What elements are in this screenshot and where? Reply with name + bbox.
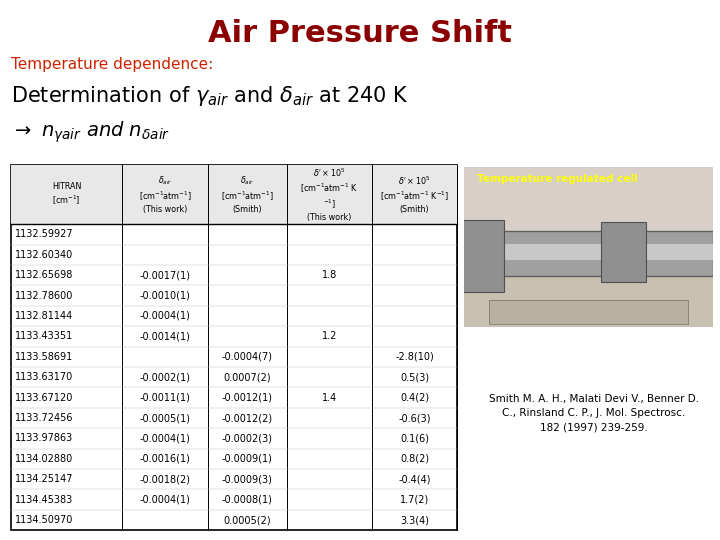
Text: 1.8: 1.8: [322, 270, 337, 280]
Text: 0.0005(2): 0.0005(2): [223, 515, 271, 525]
Text: -0.0004(1): -0.0004(1): [140, 434, 191, 443]
Text: -0.0016(1): -0.0016(1): [140, 454, 191, 464]
Bar: [11, 265, 457, 285]
Text: -0.6(3): -0.6(3): [398, 413, 431, 423]
Text: 3.3(4): 3.3(4): [400, 515, 429, 525]
Text: -0.0011(1): -0.0011(1): [140, 393, 191, 403]
Bar: [459, 220, 504, 292]
Bar: [11, 408, 457, 428]
Text: 1133.43351: 1133.43351: [15, 332, 73, 341]
Text: 1133.58691: 1133.58691: [15, 352, 73, 362]
Text: 1.2: 1.2: [322, 332, 337, 341]
Text: -0.0002(3): -0.0002(3): [222, 434, 273, 443]
Bar: [490, 300, 688, 323]
Bar: [11, 165, 457, 224]
Bar: [11, 306, 457, 326]
Text: 1132.60340: 1132.60340: [15, 249, 73, 260]
Bar: [464, 231, 713, 276]
Text: $\delta_{air}$
[cm$^{-1}$atm$^{-1}$]
(Smith): $\delta_{air}$ [cm$^{-1}$atm$^{-1}$] (Sm…: [221, 174, 274, 214]
Text: 1134.25147: 1134.25147: [15, 474, 73, 484]
Bar: [11, 224, 457, 245]
Text: -0.0004(1): -0.0004(1): [140, 495, 191, 505]
Text: -0.0018(2): -0.0018(2): [140, 474, 191, 484]
Bar: [11, 285, 457, 306]
Bar: [11, 449, 457, 469]
Text: $\delta' \times 10^5$
[cm$^{-1}$atm$^{-1}$ K$^{-1}$]
(Smith): $\delta' \times 10^5$ [cm$^{-1}$atm$^{-1…: [380, 174, 449, 214]
Text: -0.0005(1): -0.0005(1): [140, 413, 191, 423]
Text: 1132.78600: 1132.78600: [15, 291, 73, 301]
Text: 0.5(3): 0.5(3): [400, 372, 429, 382]
Text: -0.0004(1): -0.0004(1): [140, 311, 191, 321]
Bar: [11, 165, 457, 530]
Text: -0.4(4): -0.4(4): [398, 474, 431, 484]
Text: -0.0004(7): -0.0004(7): [222, 352, 273, 362]
Text: 1134.02880: 1134.02880: [15, 454, 73, 464]
Text: 0.4(2): 0.4(2): [400, 393, 429, 403]
Text: -0.0017(1): -0.0017(1): [140, 270, 191, 280]
Text: 1132.65698: 1132.65698: [15, 270, 73, 280]
Text: 0.0007(2): 0.0007(2): [223, 372, 271, 382]
Bar: [11, 347, 457, 367]
Text: Temperature dependence:: Temperature dependence:: [11, 57, 213, 72]
Text: 1132.81144: 1132.81144: [15, 311, 73, 321]
Text: -0.0012(2): -0.0012(2): [222, 413, 273, 423]
Text: 1.7(2): 1.7(2): [400, 495, 429, 505]
Text: 1133.97863: 1133.97863: [15, 434, 73, 443]
Text: 0.1(6): 0.1(6): [400, 434, 429, 443]
Text: HITRAN
[cm$^{-1}$]: HITRAN [cm$^{-1}$]: [52, 182, 81, 207]
Text: 1134.50970: 1134.50970: [15, 515, 73, 525]
Text: 1134.45383: 1134.45383: [15, 495, 73, 505]
Text: Determination of $\gamma_{air}$ and $\delta_{air}$ at 240 K: Determination of $\gamma_{air}$ and $\de…: [11, 84, 408, 107]
Bar: [11, 245, 457, 265]
Text: -0.0012(1): -0.0012(1): [222, 393, 273, 403]
Text: Smith M. A. H., Malati Devi V., Benner D.
C., Rinsland C. P., J. Mol. Spectrosc.: Smith M. A. H., Malati Devi V., Benner D…: [489, 394, 699, 432]
Bar: [11, 489, 457, 510]
Bar: [11, 428, 457, 449]
Text: -0.0010(1): -0.0010(1): [140, 291, 191, 301]
Text: -2.8(10): -2.8(10): [395, 352, 434, 362]
Bar: [11, 326, 457, 347]
Text: $\delta_{air}$
[cm$^{-1}$atm$^{-1}$]
(This work): $\delta_{air}$ [cm$^{-1}$atm$^{-1}$] (Th…: [139, 174, 192, 214]
Text: 1132.59927: 1132.59927: [15, 230, 73, 239]
Bar: [11, 367, 457, 387]
Text: 1133.72456: 1133.72456: [15, 413, 73, 423]
Text: -0.0008(1): -0.0008(1): [222, 495, 273, 505]
Text: 0.8(2): 0.8(2): [400, 454, 429, 464]
Text: -0.0014(1): -0.0014(1): [140, 332, 191, 341]
Text: Air Pressure Shift: Air Pressure Shift: [208, 19, 512, 48]
Text: $\rightarrow$ $n_{\gamma air}$ and $n_{\delta air}$: $\rightarrow$ $n_{\gamma air}$ and $n_{\…: [11, 120, 170, 145]
Text: Temperature regulated cell: Temperature regulated cell: [477, 174, 638, 184]
Text: -0.0009(3): -0.0009(3): [222, 474, 273, 484]
Text: $\delta' \times 10^5$
[cm$^{-1}$atm$^{-1}$ K
$^{-1}$]
(This work): $\delta' \times 10^5$ [cm$^{-1}$atm$^{-1…: [300, 166, 359, 222]
Text: 1133.63170: 1133.63170: [15, 372, 73, 382]
Text: -0.0002(1): -0.0002(1): [140, 372, 191, 382]
Bar: [11, 469, 457, 489]
Bar: [601, 221, 646, 282]
Bar: [11, 387, 457, 408]
Bar: [11, 510, 457, 530]
Text: 1133.67120: 1133.67120: [15, 393, 73, 403]
Bar: [464, 167, 713, 239]
Text: -0.0009(1): -0.0009(1): [222, 454, 273, 464]
Bar: [464, 244, 713, 260]
Text: 1.4: 1.4: [322, 393, 337, 403]
